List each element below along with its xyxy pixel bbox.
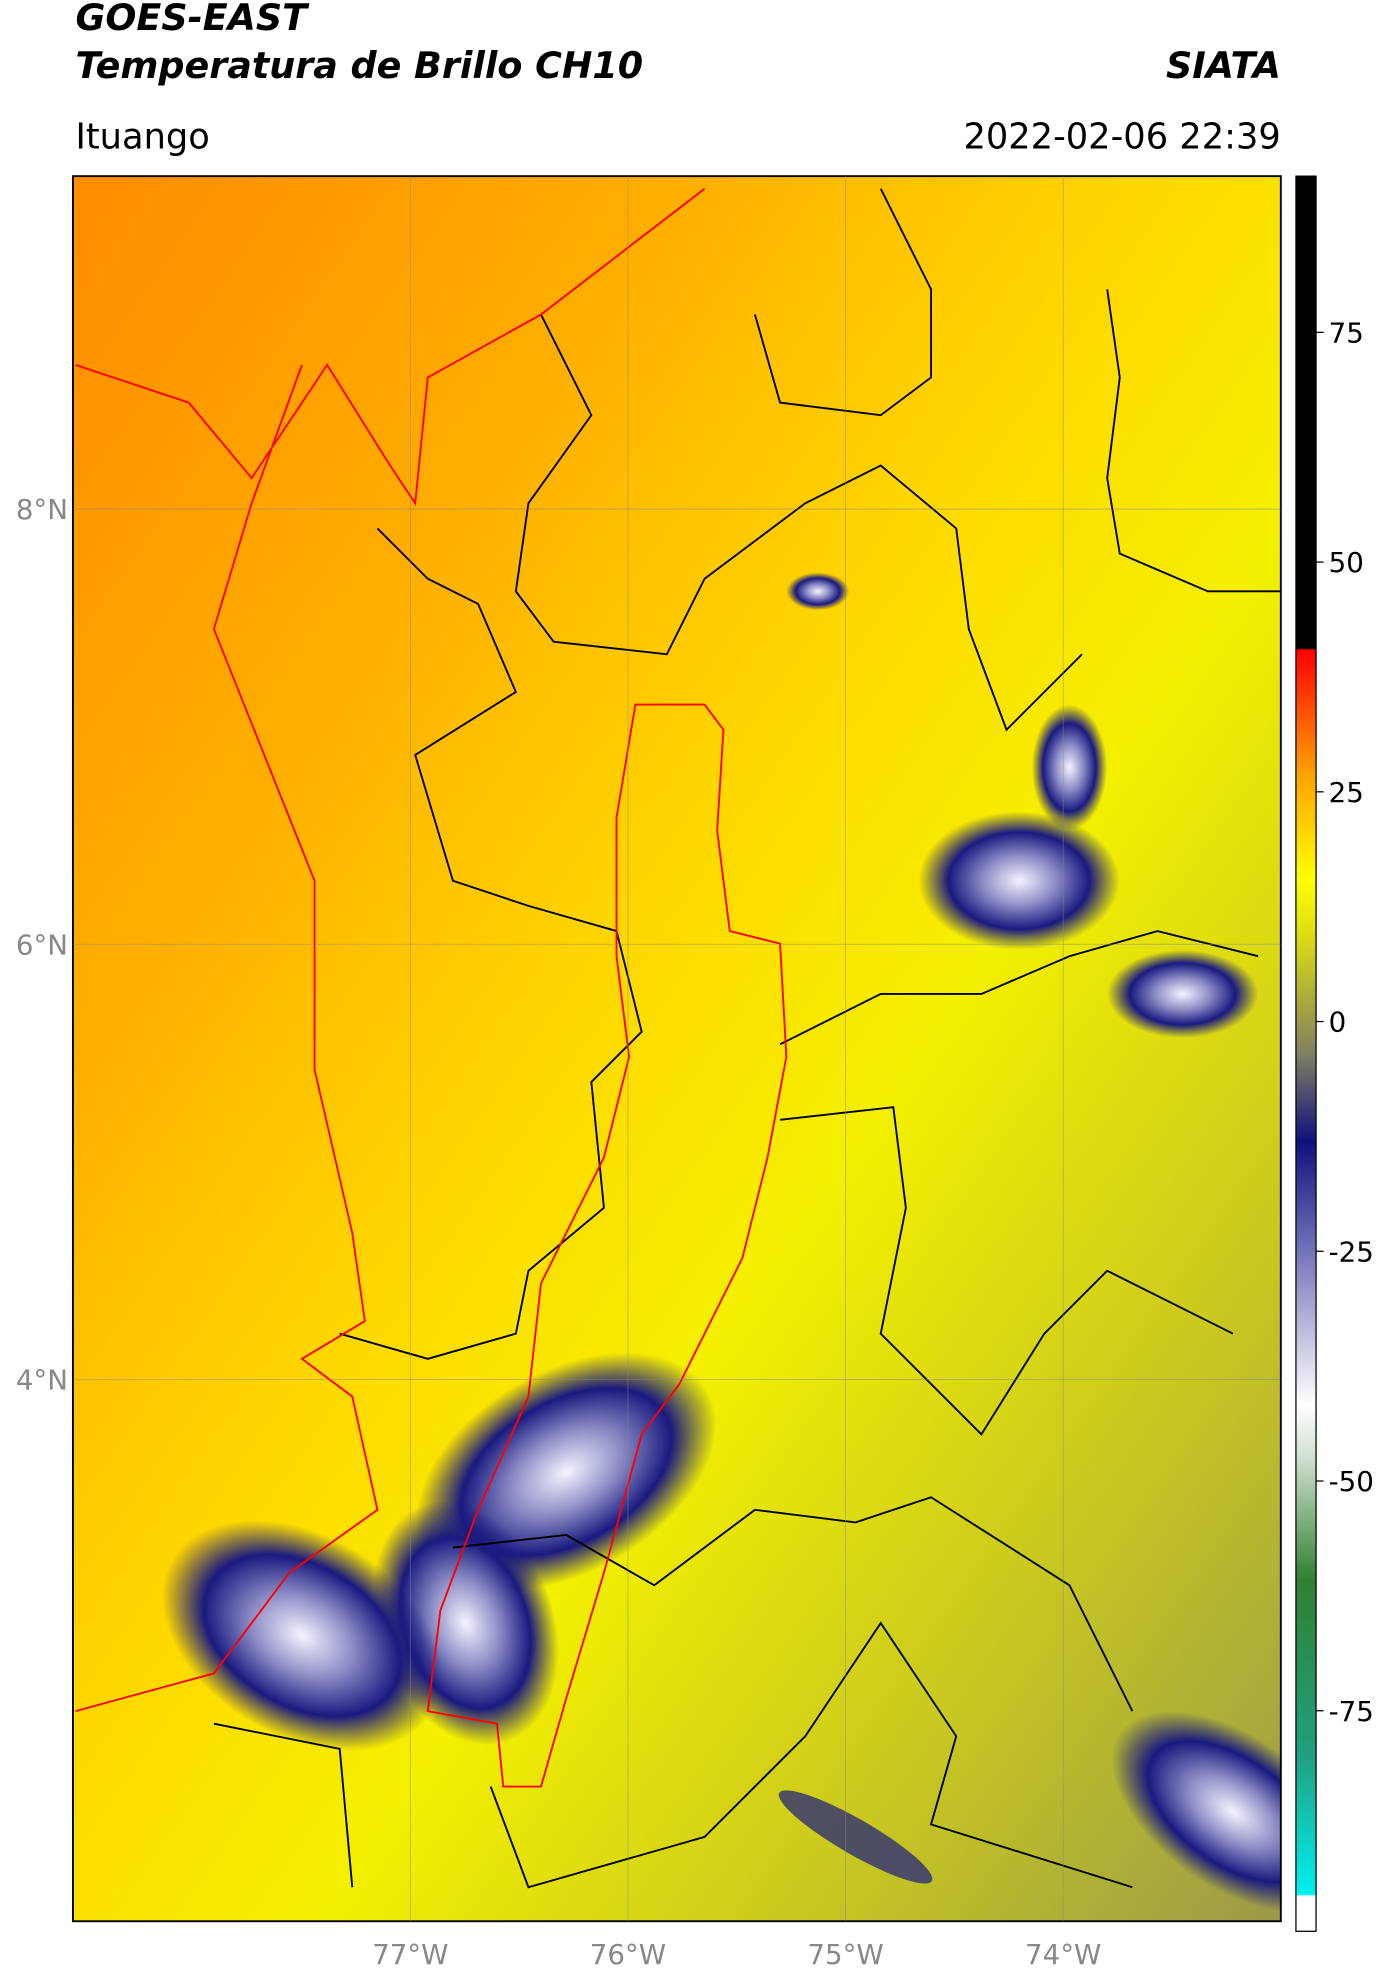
clouds [161,572,1281,1913]
x-tick-label: 74°W [1025,1938,1101,1971]
y-tick-label: 6°N [16,928,68,961]
colorbar [1295,175,1317,1932]
borders [213,188,1281,1889]
region-outline [75,187,788,1788]
colorbar-tick-label: -75 [1329,1695,1374,1728]
x-tick-label: 75°W [807,1938,883,1971]
datetime: 2022-02-06 22:39 [963,116,1280,157]
colorbar-tick-label: 50 [1329,546,1364,579]
y-tick-label: 8°N [16,493,68,526]
colorbar-tick-label: 0 [1329,1006,1347,1039]
colorbar-tick-label: -50 [1329,1465,1374,1498]
source: SIATA [1166,44,1281,87]
colorbar-tick-label: 75 [1329,316,1364,349]
map-area [72,176,1281,1922]
map-frame [72,175,1282,1923]
colorbar-ticks: 75 50 25 0 -25 -50 -75 [1316,316,1374,1728]
grid: 77°W 76°W 75°W 74°W 8°N 6°N 4°N [16,176,1281,1971]
subtitle: Temperatura de Brillo CH10 [75,44,643,87]
location: Ituango [75,116,209,157]
y-tick-label: 4°N [16,1363,68,1396]
colorbar-tick-label: 25 [1329,776,1364,809]
x-tick-label: 76°W [590,1938,666,1971]
x-tick-label: 77°W [372,1938,448,1971]
colorbar-tick-label: -25 [1329,1235,1374,1268]
title: GOES-EAST [75,0,310,39]
